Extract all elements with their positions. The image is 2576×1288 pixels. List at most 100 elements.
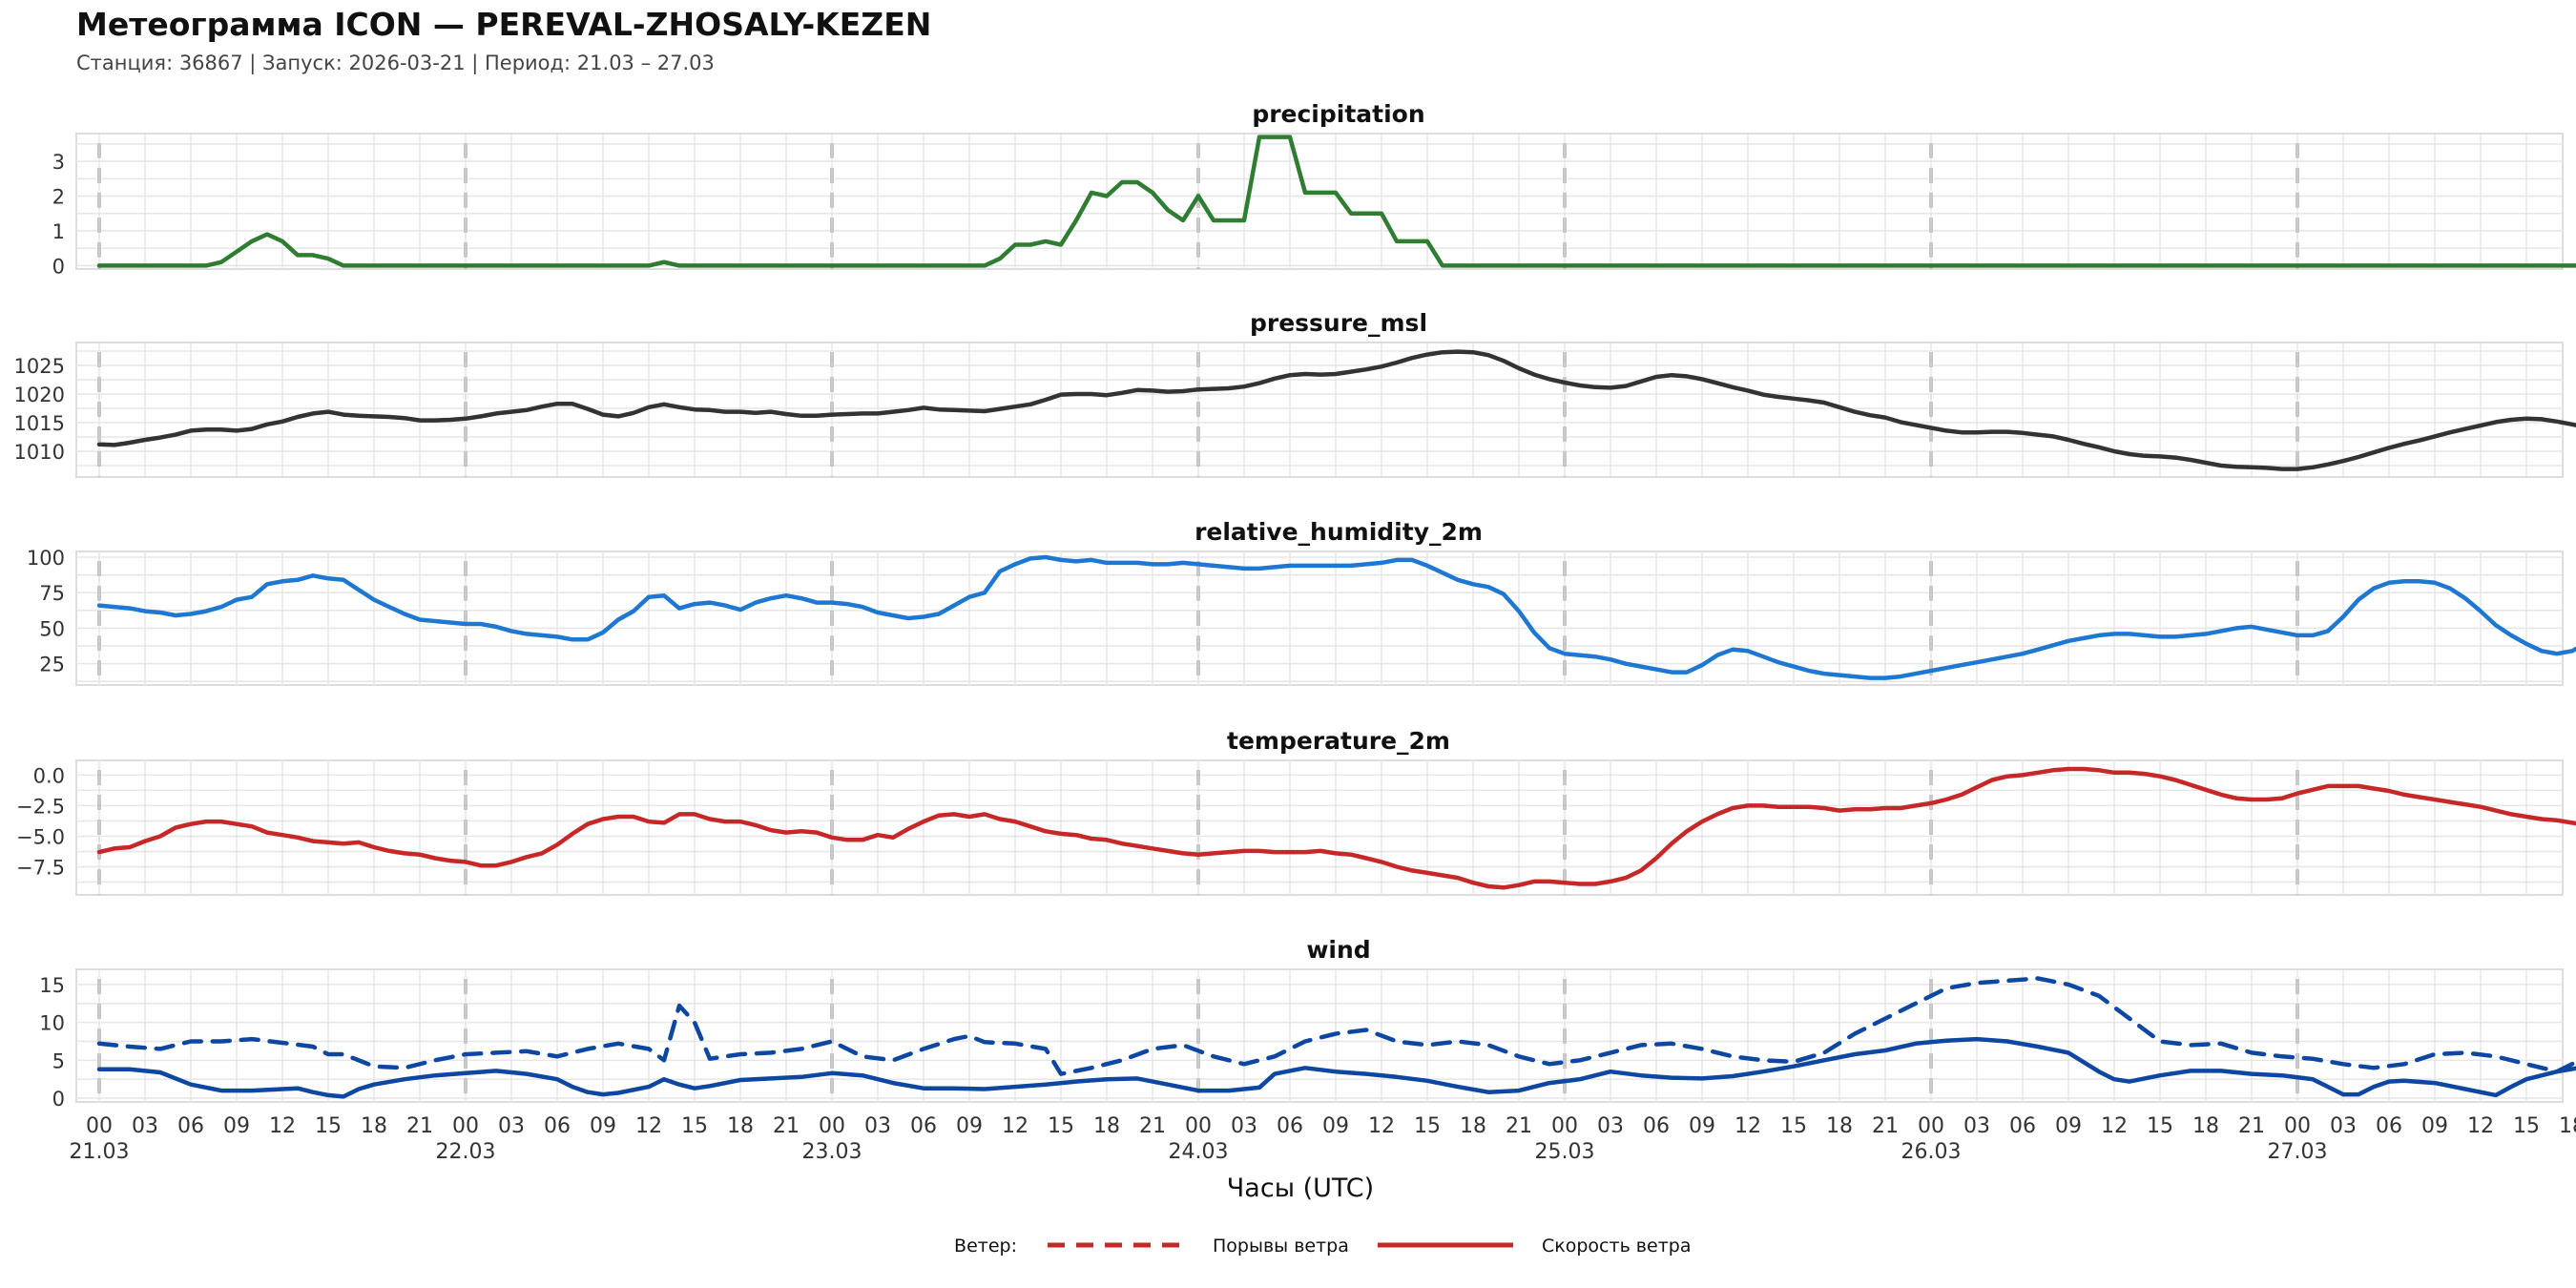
- panel-title: pressure_msl: [1250, 309, 1427, 337]
- x-tick-label: 06: [1277, 1114, 1303, 1138]
- x-tick-label: 18: [1460, 1114, 1486, 1138]
- y-tick-label: 100: [27, 547, 65, 570]
- panel-title: temperature_2m: [1227, 727, 1450, 755]
- x-tick-label: 12: [2101, 1114, 2128, 1138]
- panel-frame: [75, 133, 2564, 270]
- y-tick-label: 1: [52, 220, 65, 243]
- x-tick-label: 18: [1826, 1114, 1853, 1138]
- x-tick-label: 09: [1689, 1114, 1715, 1138]
- x-day-label: 25.03: [1535, 1140, 1595, 1164]
- x-tick-label: 15: [1780, 1114, 1807, 1138]
- x-tick-label: 12: [635, 1114, 662, 1138]
- x-tick-label: 21: [1506, 1114, 1532, 1138]
- x-axis: 00 03 06 09 12 15 18 21 00 03 06 09 12 15 18 21 00 03 06 09…: [70, 1114, 2576, 1203]
- x-tick-label: 21: [406, 1114, 433, 1138]
- x-tick-label: 06: [2009, 1114, 2036, 1138]
- y-tick-label: −7.5: [16, 857, 65, 880]
- x-tick-label: 12: [1002, 1114, 1028, 1138]
- x-day-label: 23.03: [802, 1140, 862, 1164]
- y-tick-label: 50: [39, 617, 65, 640]
- panel-title: precipitation: [1252, 100, 1424, 128]
- x-tick-label: 09: [2055, 1114, 2082, 1138]
- y-tick-label: 0.0: [33, 764, 65, 787]
- legend-label-speed: Скорость ветра: [1542, 1236, 1691, 1257]
- panel-frame: [75, 759, 2564, 896]
- x-tick-label: 21: [773, 1114, 800, 1138]
- x-tick-label: 06: [1643, 1114, 1670, 1138]
- y-tick-label: 1010: [14, 441, 65, 464]
- x-day-label: 22.03: [436, 1140, 496, 1164]
- x-tick-label: 06: [2376, 1114, 2402, 1138]
- x-tick-label: 18: [361, 1114, 387, 1138]
- x-tick-label: 00: [86, 1114, 113, 1138]
- y-tick-label: 1020: [14, 384, 65, 406]
- panel-pressure-msl: 1010 1015 1020 1025 pressure_msl: [14, 309, 2576, 478]
- chart-subtitle: Станция: 36867 | Запуск: 2026-03-21 | Пе…: [76, 52, 715, 74]
- x-tick-label: 18: [727, 1114, 754, 1138]
- x-tick-label: 15: [315, 1114, 342, 1138]
- x-tick-label: 06: [910, 1114, 937, 1138]
- series-line-Порывы-ветра: [96, 976, 2576, 1076]
- x-day-label: 21.03: [70, 1140, 130, 1164]
- panel-wind: 0 5 10 15 wind: [39, 936, 2576, 1111]
- x-tick-label: 09: [956, 1114, 983, 1138]
- y-tick-label: 3: [52, 151, 65, 174]
- y-tick-label: 75: [39, 582, 65, 605]
- x-tick-label: 03: [1597, 1114, 1624, 1138]
- x-tick-label: 00: [2284, 1114, 2311, 1138]
- y-tick-label: 2: [52, 186, 65, 209]
- y-tick-label: 15: [39, 974, 65, 997]
- x-tick-label: 21: [1139, 1114, 1166, 1138]
- x-tick-label: 12: [1735, 1114, 1761, 1138]
- panel-title: relative_humidity_2m: [1195, 518, 1483, 546]
- x-tick-label: 03: [132, 1114, 158, 1138]
- panel-precipitation: 0 1 2 3 precipitation: [52, 100, 2576, 278]
- x-tick-label: 00: [1185, 1114, 1212, 1138]
- x-tick-label: 15: [2513, 1114, 2540, 1138]
- y-tick-label: −2.5: [16, 795, 65, 818]
- panel-frame: [75, 968, 2564, 1103]
- x-tick-label: 00: [452, 1114, 479, 1138]
- x-tick-label: 06: [177, 1114, 204, 1138]
- x-tick-label: 21: [2238, 1114, 2265, 1138]
- y-tick-label: 5: [52, 1049, 65, 1072]
- y-tick-label: 0: [52, 1088, 65, 1111]
- panel-frame: [75, 342, 2564, 478]
- x-day-label: 27.03: [2268, 1140, 2328, 1164]
- chart-title: Метеограмма ICON — PEREVAL-ZHOSALY-KEZEN: [76, 6, 932, 43]
- y-tick-label: 10: [39, 1012, 65, 1035]
- panel-frame: [75, 551, 2564, 686]
- x-tick-label: 00: [1551, 1114, 1578, 1138]
- x-tick-label: 18: [2559, 1114, 2576, 1138]
- x-day-label: 26.03: [1901, 1140, 1962, 1164]
- x-tick-label: 09: [223, 1114, 250, 1138]
- series-line-precipitation: [96, 135, 2576, 268]
- legend: Ветер: Порывы ветра Скорость ветра: [954, 1236, 1691, 1257]
- x-axis-label: Часы (UTC): [1227, 1174, 1374, 1203]
- x-tick-label: 09: [590, 1114, 616, 1138]
- x-tick-label: 18: [1093, 1114, 1120, 1138]
- x-tick-label: 03: [864, 1114, 891, 1138]
- x-tick-label: 06: [544, 1114, 571, 1138]
- legend-label-gusts: Порывы ветра: [1213, 1236, 1349, 1257]
- legend-title: Ветер:: [954, 1236, 1017, 1257]
- x-tick-label: 03: [2330, 1114, 2357, 1138]
- x-tick-label: 12: [1368, 1114, 1395, 1138]
- x-tick-label: 18: [2192, 1114, 2219, 1138]
- y-tick-label: 25: [39, 654, 65, 676]
- x-tick-label: 12: [2467, 1114, 2494, 1138]
- panel-temperature-2m: 0.0 −2.5 −5.0 −7.5 temperature_2m: [16, 727, 2576, 896]
- x-tick-label: 15: [1414, 1114, 1441, 1138]
- x-tick-label: 00: [819, 1114, 845, 1138]
- y-tick-label: 1025: [14, 355, 65, 378]
- x-tick-label: 09: [2421, 1114, 2448, 1138]
- series-line-temperature-2m: [96, 766, 2576, 890]
- panel-relative-humidity-2m: 25 50 75 100 relative_humidity_2m: [27, 518, 2576, 686]
- series-line-Скорость-ветра: [96, 1036, 2576, 1099]
- x-tick-label: 15: [681, 1114, 708, 1138]
- x-tick-label: 15: [1048, 1114, 1074, 1138]
- x-day-label: 24.03: [1169, 1140, 1229, 1164]
- y-tick-label: 1015: [14, 412, 65, 435]
- series-line-relative-humidity-2m: [96, 554, 2576, 680]
